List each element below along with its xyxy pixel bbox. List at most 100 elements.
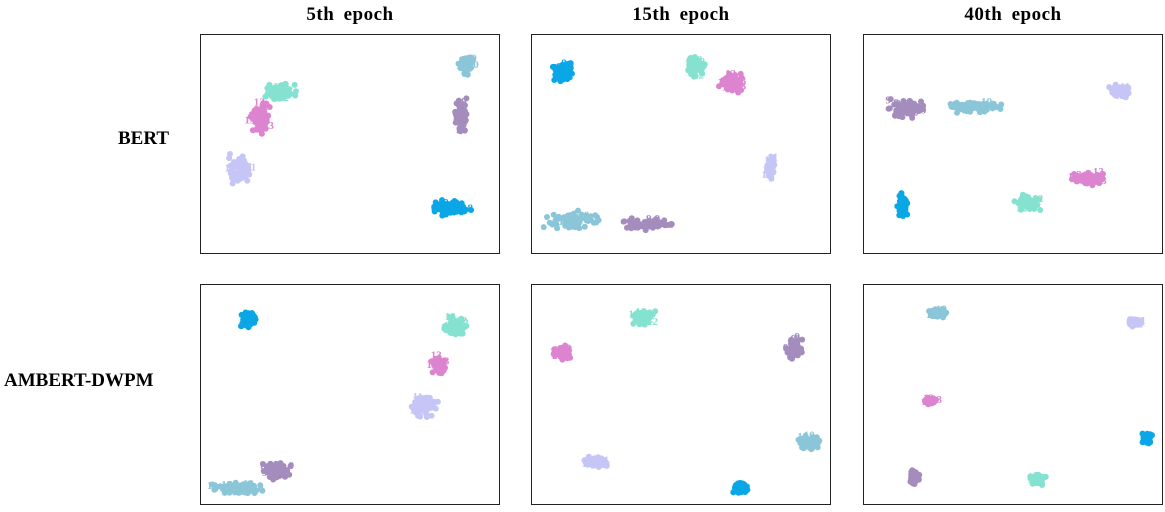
cluster-point-label: 10 — [226, 487, 238, 499]
cluster-8: 888888888 — [894, 190, 911, 222]
cluster-point-label: 8 — [561, 58, 567, 70]
cluster-point — [940, 311, 947, 318]
cluster-point-label: 13 — [254, 96, 266, 108]
cluster-point-label: 10 — [207, 480, 219, 492]
panel-ambert-dwpm-40th-epoch: 101010101010101010101010 1111111111111111… — [863, 284, 1163, 505]
cluster-point — [458, 203, 465, 210]
cluster-11: 11111111111111111111111111 — [408, 391, 441, 420]
cluster-point — [276, 85, 283, 92]
cluster-point — [428, 404, 435, 411]
cluster-point — [1073, 174, 1080, 181]
cluster-point — [436, 358, 443, 365]
cluster-point-label: 13 — [925, 394, 937, 406]
cluster-point — [245, 324, 252, 331]
cluster-point — [954, 109, 960, 116]
panel-ambert-dwpm-5th-epoch: 888888888 12121212121212121212 13131313131… — [200, 284, 500, 505]
cluster-point-label: 13 — [263, 120, 275, 132]
cluster-point — [652, 216, 659, 223]
cluster-point — [885, 105, 892, 112]
cluster-point-label: 10 — [981, 96, 993, 108]
cluster-point — [285, 88, 292, 95]
cluster-8: 888888888888 — [549, 58, 575, 85]
cluster-point — [555, 75, 562, 82]
cluster-point — [239, 322, 246, 329]
cluster-point — [259, 487, 266, 494]
cluster-point — [897, 195, 904, 202]
cluster-point-label: 11 — [766, 153, 776, 165]
cluster-point — [642, 222, 649, 229]
cluster-point — [632, 224, 639, 231]
column-title-15th-epoch: 15th epoch — [632, 4, 730, 25]
cluster-point — [602, 459, 609, 466]
cluster-point-label: 8 — [244, 320, 250, 332]
cluster-point-label: 9 — [650, 220, 656, 232]
cluster-point — [567, 64, 574, 71]
cluster-point — [273, 473, 280, 480]
cluster-point-label: 10 — [578, 209, 590, 221]
cluster-point — [592, 212, 599, 219]
cluster-point — [980, 102, 987, 108]
cluster-point — [246, 480, 253, 487]
cluster-point — [251, 482, 257, 489]
cluster-point — [1027, 473, 1034, 480]
cluster-point — [462, 102, 468, 109]
scatter-plot: 121212121212121212121212 1313131313131313… — [550, 306, 823, 497]
cluster-10: 101010101010101010101010 — [926, 304, 950, 322]
cluster-point — [560, 352, 567, 359]
cluster-point — [568, 70, 575, 77]
cluster-point-label: 12 — [278, 92, 290, 104]
cluster-point — [423, 414, 430, 420]
cluster-point — [278, 471, 285, 478]
cluster-point — [728, 83, 735, 89]
cluster-12: 121212121212121212 — [262, 80, 299, 104]
cluster-point — [636, 321, 643, 328]
cluster-point — [628, 215, 635, 222]
cluster-point — [232, 479, 239, 486]
cluster-point — [247, 113, 254, 120]
cluster-point — [1127, 316, 1133, 323]
cluster-point-label: 10 — [468, 59, 480, 71]
cluster-point — [443, 327, 450, 334]
cluster-point — [646, 314, 653, 321]
cluster-point-label: 12 — [1017, 203, 1029, 215]
cluster-point — [1144, 432, 1151, 439]
cluster-point — [1097, 172, 1104, 179]
cluster-point-label: 9 — [795, 333, 801, 345]
cluster-point-label: 11 — [239, 160, 249, 172]
cluster-point-label: 12 — [456, 315, 468, 327]
cluster-point — [620, 218, 627, 225]
cluster-point — [948, 103, 955, 110]
cluster-point — [432, 405, 439, 412]
cluster-point — [897, 108, 904, 115]
cluster-point — [262, 93, 269, 100]
cluster-point — [420, 400, 427, 407]
cluster-point — [732, 482, 739, 489]
cluster-point — [426, 394, 433, 401]
cluster-point — [953, 104, 960, 111]
cluster-point — [1112, 91, 1119, 98]
cluster-10: 1010101010101010101010 — [455, 52, 480, 78]
cluster-point — [893, 100, 900, 107]
cluster-point-label: 11 — [240, 171, 250, 183]
cluster-point — [540, 224, 547, 231]
cluster-point — [998, 101, 1005, 108]
column-title-5th-epoch: 5th epoch — [306, 4, 394, 25]
cluster-point — [553, 216, 560, 223]
cluster-point — [552, 67, 559, 73]
cluster-point — [737, 70, 744, 77]
cluster-point-label: 9 — [462, 110, 468, 122]
cluster-point — [229, 180, 236, 187]
cluster-point-label: 12 — [636, 310, 648, 322]
cluster-point — [912, 472, 919, 479]
cluster-point — [226, 480, 233, 487]
cluster-point-label: 11 — [418, 393, 428, 405]
cluster-point — [920, 102, 927, 109]
cluster-point — [441, 364, 448, 371]
cluster-13: 131313131313 — [921, 393, 942, 408]
cluster-point — [887, 96, 894, 103]
cluster-point — [806, 443, 813, 450]
cluster-point-label: 10 — [984, 99, 996, 111]
cluster-point — [251, 490, 258, 496]
